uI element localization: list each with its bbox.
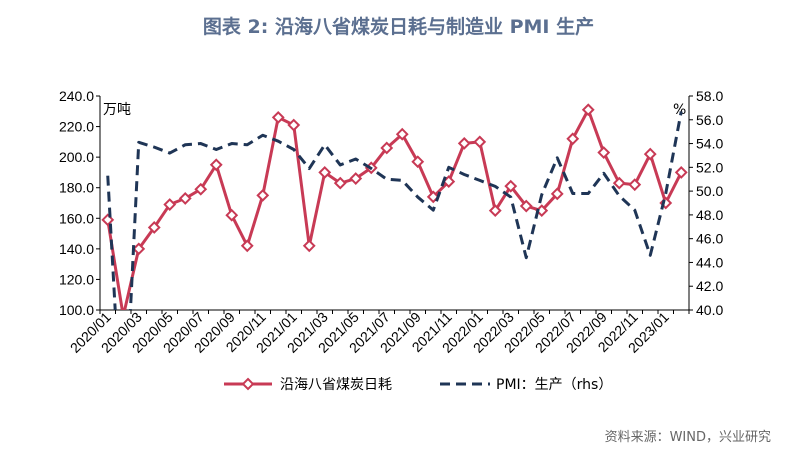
coal-point xyxy=(333,176,347,190)
legend: 沿海八省煤炭日耗 PMI：生产（rhs） xyxy=(224,377,612,393)
coal-point xyxy=(302,239,316,253)
right-tick-label: 40.0 xyxy=(696,302,723,318)
coal-point xyxy=(581,103,595,117)
coal-point xyxy=(209,158,223,172)
coal-point xyxy=(287,118,301,132)
left-axis-unit: 万吨 xyxy=(103,102,131,118)
left-tick-label: 120.0 xyxy=(59,271,94,287)
coal-line xyxy=(106,108,683,310)
left-tick-label: 220.0 xyxy=(59,119,94,135)
pmi-line xyxy=(106,111,683,310)
legend-coal-label: 沿海八省煤炭日耗 xyxy=(280,377,392,393)
left-tick-label: 140.0 xyxy=(59,241,94,257)
coal-point xyxy=(147,221,161,234)
series-coal-consumption xyxy=(101,103,688,310)
left-tick-label: 180.0 xyxy=(59,180,94,196)
right-tick-label: 58.0 xyxy=(696,88,723,104)
coal-point xyxy=(318,166,332,179)
left-tick-label: 240.0 xyxy=(59,88,94,104)
legend-coal-swatch-marker xyxy=(241,377,255,391)
coal-point xyxy=(457,136,471,150)
right-tick-label: 44.0 xyxy=(696,254,723,270)
coal-point xyxy=(566,132,580,146)
coal-point xyxy=(643,147,657,161)
right-tick-label: 48.0 xyxy=(696,207,723,223)
coal-point xyxy=(612,176,626,190)
coal-point xyxy=(504,179,518,193)
coal-point xyxy=(488,204,502,218)
right-axis-unit: % xyxy=(673,102,686,118)
right-tick-label: 50.0 xyxy=(696,183,723,199)
coal-point xyxy=(395,127,409,141)
left-tick-label: 200.0 xyxy=(59,149,94,165)
coal-point xyxy=(550,187,564,201)
coal-point xyxy=(271,110,285,124)
right-tick-label: 54.0 xyxy=(696,136,723,152)
coal-point xyxy=(194,182,208,196)
coal-point xyxy=(473,135,487,149)
coal-point xyxy=(178,192,192,205)
coal-point xyxy=(674,166,688,179)
right-tick-label: 56.0 xyxy=(696,112,723,128)
legend-pmi-label: PMI：生产（rhs） xyxy=(496,377,612,393)
coal-point xyxy=(225,208,239,222)
right-tick-label: 46.0 xyxy=(696,231,723,247)
coal-point xyxy=(240,239,254,253)
left-tick-label: 100.0 xyxy=(59,302,94,318)
coal-point xyxy=(597,146,611,159)
right-tick-label: 52.0 xyxy=(696,159,723,175)
coal-point xyxy=(411,155,425,169)
coal-point xyxy=(132,242,146,256)
coal-point xyxy=(256,188,270,202)
right-tick-label: 42.0 xyxy=(696,278,723,294)
left-tick-label: 160.0 xyxy=(59,210,94,226)
series-pmi-production xyxy=(106,111,683,310)
coal-point xyxy=(349,172,363,185)
coal-point xyxy=(163,198,177,211)
coal-point xyxy=(519,199,533,213)
source-note: 资料来源：WIND，兴业研究 xyxy=(604,430,771,445)
chart-title: 图表 2: 沿海八省煤炭日耗与制造业 PMI 生产 xyxy=(202,16,595,38)
coal-point xyxy=(380,141,394,155)
coal-point xyxy=(628,178,642,192)
